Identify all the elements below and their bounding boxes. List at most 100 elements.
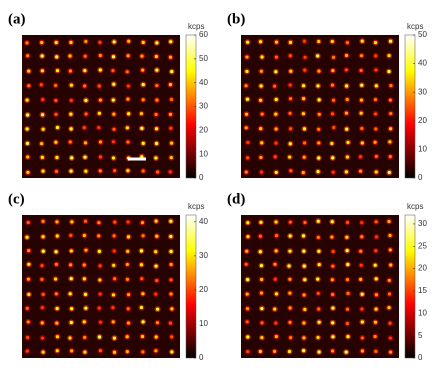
colorbar-label: kcps (188, 202, 204, 211)
image-background (22, 215, 180, 358)
spot (170, 69, 174, 74)
spot (331, 55, 336, 59)
panel-label: (b) (227, 11, 245, 27)
spot (358, 155, 363, 159)
spot (388, 336, 392, 340)
colorbar-tick-label: 5 (418, 331, 423, 340)
spot (156, 307, 160, 311)
spot (345, 278, 350, 282)
spot (154, 292, 158, 296)
spot (360, 221, 364, 225)
spot (26, 277, 31, 281)
spot (273, 277, 277, 281)
spot (388, 98, 393, 102)
spot (112, 112, 116, 116)
spot (25, 141, 30, 146)
spot (259, 291, 264, 295)
spot (70, 307, 74, 311)
spot (387, 170, 391, 175)
spot (112, 350, 117, 354)
colorbar-tick-label: 50 (418, 30, 427, 39)
spot (40, 306, 44, 310)
spot (125, 262, 129, 267)
spot (126, 140, 130, 144)
spot (317, 39, 321, 44)
spot (55, 335, 60, 339)
spot (155, 321, 160, 325)
colorbar-tick-label: 10 (418, 145, 427, 154)
spot (111, 140, 116, 144)
spot (170, 335, 174, 339)
spot (274, 70, 278, 74)
spot (70, 220, 74, 224)
spot (301, 170, 305, 175)
spot (41, 219, 45, 223)
spot (40, 69, 44, 73)
spot (388, 140, 392, 144)
spot (69, 249, 73, 253)
spot (374, 84, 378, 88)
spot (69, 277, 73, 281)
spot (244, 84, 248, 88)
spot (170, 307, 174, 311)
spot (330, 112, 335, 116)
colorbar-tick-label: 10 (418, 308, 427, 317)
spot (274, 292, 279, 296)
spot (140, 277, 144, 281)
spot (387, 219, 391, 224)
spot (388, 155, 392, 159)
spot (140, 54, 144, 58)
spot (331, 249, 335, 254)
spot (126, 84, 130, 88)
spot (344, 53, 349, 58)
spot (373, 97, 378, 102)
spot (259, 263, 264, 268)
spot (154, 112, 158, 117)
spot (26, 54, 30, 58)
spot (360, 307, 364, 311)
spot (245, 55, 249, 59)
colorbar-tick-label: 30 (199, 251, 208, 260)
spot (302, 264, 306, 268)
spot (374, 235, 379, 239)
spot (26, 170, 30, 174)
image-background (241, 35, 399, 178)
spot (26, 113, 30, 117)
spot (126, 321, 131, 325)
spot (84, 248, 88, 252)
spot (330, 349, 335, 353)
spot (330, 141, 334, 146)
spot (25, 349, 29, 353)
spot (54, 140, 58, 144)
spot (54, 262, 59, 266)
spot (41, 97, 45, 102)
spot (288, 220, 292, 224)
spot (55, 349, 59, 353)
spot (70, 349, 74, 353)
spot (83, 54, 87, 58)
spot (389, 39, 393, 43)
spot (155, 41, 159, 45)
spot (111, 55, 116, 59)
spot (373, 112, 378, 116)
spot (301, 97, 306, 101)
spot (168, 55, 173, 59)
spot (374, 127, 378, 131)
spot (55, 306, 59, 311)
spot (359, 54, 364, 58)
spot (68, 336, 72, 340)
spot (111, 320, 115, 324)
spot (40, 277, 44, 281)
colorbar-label: kcps (407, 22, 423, 31)
spot (301, 234, 306, 238)
spot (388, 233, 392, 238)
spot (331, 306, 335, 310)
spot (345, 321, 349, 326)
spot (374, 277, 378, 281)
spot (317, 156, 321, 160)
spot (40, 263, 44, 268)
spot (246, 349, 250, 354)
colorbar-tick-label: 30 (418, 219, 427, 228)
spot (41, 249, 45, 253)
spot (317, 98, 321, 102)
